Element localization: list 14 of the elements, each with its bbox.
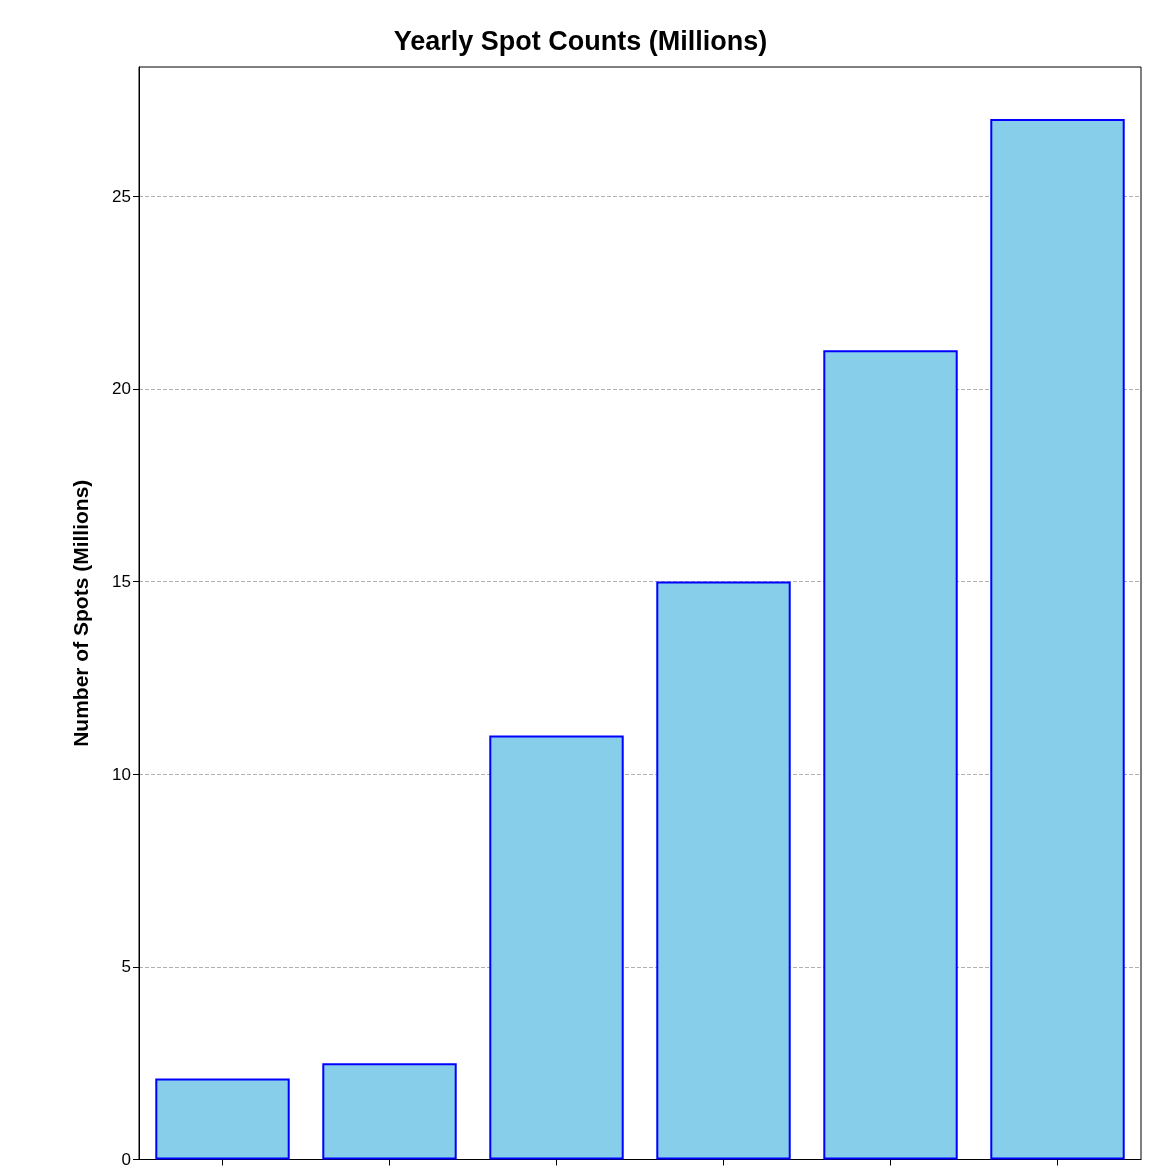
bar [656, 581, 791, 1160]
y-tick-label: 25 [112, 186, 131, 206]
y-tick-label: 5 [121, 957, 131, 977]
bar [990, 119, 1125, 1160]
y-tick-label: 10 [112, 764, 131, 784]
y-tick-label: 15 [112, 571, 131, 591]
y-axis-title: Number of Spots (Millions) [69, 479, 92, 747]
bar [823, 350, 958, 1160]
bar [489, 735, 624, 1160]
bar [155, 1078, 290, 1160]
y-tick-label: 0 [121, 1150, 131, 1168]
bar [322, 1063, 457, 1160]
y-tick-label: 20 [112, 379, 131, 399]
chart-title: Yearly Spot Counts (Millions) [393, 25, 768, 56]
